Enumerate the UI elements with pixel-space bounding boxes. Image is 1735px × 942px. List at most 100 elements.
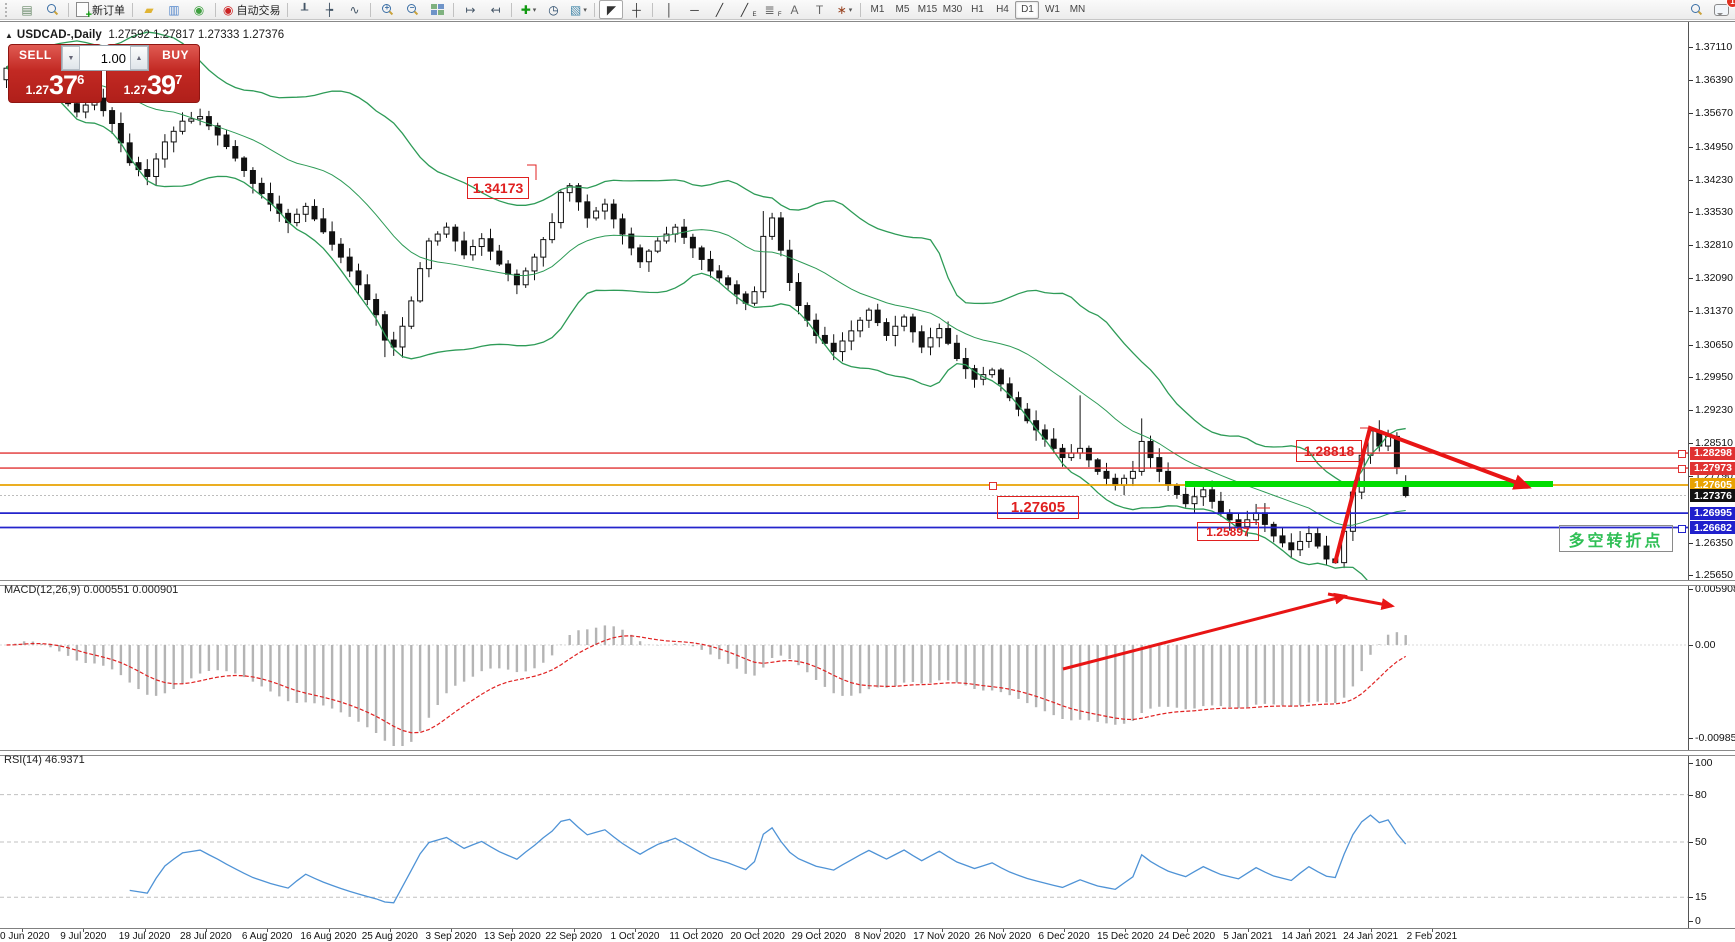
timeframe-w1-button[interactable]: W1	[1044, 4, 1060, 15]
volume-decrease-button[interactable]: ▼	[62, 46, 80, 70]
arrows-icon[interactable]: ∗ ▾	[832, 0, 856, 19]
textlabel-icon[interactable]: T	[807, 0, 831, 19]
preview-icon[interactable]	[40, 0, 64, 19]
chart-window[interactable]: ▲ USDCAD-,Daily 1.27592 1.27817 1.27333 1…	[0, 21, 1735, 942]
date-label: 25 Aug 2020	[361, 931, 418, 942]
timeframe-m5-button[interactable]: M5	[895, 4, 910, 15]
timeframe-mn-button[interactable]: MN	[1069, 4, 1086, 15]
date-label: 24 Jan 2021	[1343, 931, 1399, 942]
autoscroll-icon[interactable]: ↦	[458, 0, 482, 19]
trendline-icon[interactable]: ╱	[707, 0, 731, 19]
line-selection-handle[interactable]	[989, 481, 997, 490]
toolbar-grip[interactable]	[5, 2, 11, 17]
price-tick-1.32810: 1.32810	[1695, 239, 1733, 252]
new-order-icon[interactable]: 新订单	[73, 0, 128, 21]
sell-price: 1.27376	[25, 70, 85, 100]
chat-icon[interactable]: 1	[1709, 0, 1735, 19]
text-icon[interactable]: A	[782, 0, 806, 19]
timeframe-m15-button[interactable]: M15	[917, 4, 938, 15]
pane-divider-rsi[interactable]	[0, 750, 1735, 756]
templates-icon[interactable]: ▧ ▾	[566, 0, 590, 19]
dropdown-caret-icon[interactable]: ▾	[583, 6, 587, 14]
volume-input[interactable]	[80, 46, 130, 70]
price-label-1-34173[interactable]: 1.34173	[467, 177, 529, 199]
macd-pane[interactable]	[0, 584, 1688, 750]
zoom-in-icon[interactable]: +	[375, 0, 399, 19]
rsi-tick-80: 80	[1695, 788, 1707, 801]
line-selection-handle[interactable]	[1678, 450, 1686, 459]
macd-trend-arrow-1	[1062, 592, 1348, 671]
price-tick-1.31370: 1.31370	[1695, 305, 1733, 318]
search-icon[interactable]	[1684, 0, 1708, 19]
line-chart-icon[interactable]: ∿	[342, 0, 366, 19]
channel-icon[interactable]: ╱ E	[740, 2, 757, 19]
chart-shift-icon: ↤	[490, 2, 501, 17]
timeframe-m30-button[interactable]: M30	[942, 4, 963, 15]
zoom-out-icon[interactable]: −	[400, 0, 424, 19]
sell-button[interactable]: SELL 1.27376	[8, 44, 102, 103]
dropdown-caret-icon[interactable]: ▾	[848, 6, 853, 14]
price-axis[interactable]: 1.37110 1.36390 1.35670 1.34950 1.34230 1.335…	[1688, 22, 1735, 942]
timeframe-d1-button[interactable]: D1	[1015, 0, 1040, 19]
price-tick-1.29230: 1.29230	[1695, 404, 1733, 417]
date-label: 13 Sep 2020	[484, 931, 541, 942]
metaeditor-icon[interactable]: ▥	[162, 0, 186, 19]
rsi-pane[interactable]	[0, 754, 1688, 928]
bar-chart-icon[interactable]: ┸	[292, 0, 316, 19]
line-selection-handle[interactable]	[1678, 524, 1686, 533]
fibo-icon: ≣	[764, 2, 775, 17]
timeframe-h4-button[interactable]: H4	[996, 4, 1009, 15]
date-label: 3 Sep 2020	[425, 931, 477, 942]
volume-increase-button[interactable]: ▲	[130, 46, 148, 70]
fibo-icon[interactable]: ≣ F	[764, 2, 782, 19]
candlestick-icon[interactable]: ┾	[317, 0, 341, 19]
add-indicator-icon: ✚	[520, 2, 531, 17]
hline-icon[interactable]: ─	[682, 0, 706, 19]
autotrading-icon[interactable]: ◉ 自动交易	[220, 0, 283, 19]
bollinger-upper	[5, 31, 1406, 484]
price-label-1-25897[interactable]: 1.25897	[1197, 522, 1259, 541]
highlighter-icon[interactable]: ▰	[137, 0, 161, 19]
price-label-1-27605[interactable]: 1.27605	[997, 496, 1079, 519]
line-selection-handle[interactable]	[1678, 465, 1686, 474]
periods-clock-icon[interactable]: ◷	[541, 0, 565, 19]
cursor-icon: ◤	[606, 2, 617, 17]
collapse-arrow-icon[interactable]: ▲	[5, 31, 13, 40]
date-label: 22 Sep 2020	[545, 931, 603, 942]
highlighter-icon: ▰	[144, 2, 154, 17]
main-chart-pane[interactable]	[0, 22, 1688, 580]
macd-signal-line	[6, 635, 1407, 734]
time-axis[interactable]: 30 Jun 2020 9 Jul 2020 19 Jul 2020 28 Jul 2…	[0, 928, 1735, 942]
add-indicator-icon[interactable]: ✚ ▾	[516, 0, 540, 19]
tile-windows-icon[interactable]	[425, 0, 449, 19]
timeframe-h1-button[interactable]: H1	[971, 4, 984, 15]
price-label-1-28818[interactable]: 1.28818	[1296, 440, 1362, 462]
price-tick-1.33530: 1.33530	[1695, 205, 1733, 218]
preview-icon	[46, 3, 59, 16]
turning-point-text-box[interactable]: 多空转折点	[1559, 525, 1673, 552]
price-tick-1.36390: 1.36390	[1695, 74, 1733, 87]
toolbar-separator	[594, 2, 596, 17]
text-icon: A	[790, 2, 799, 17]
dropdown-caret-icon[interactable]: ▾	[532, 6, 537, 14]
macd-histogram	[14, 625, 1407, 746]
chart-list-icon: ▤	[21, 2, 33, 17]
macd-tick-0.00: 0.00	[1695, 639, 1716, 651]
chart-list-icon[interactable]: ▤	[15, 0, 39, 19]
metaeditor-icon: ▥	[168, 2, 180, 17]
cursor-icon[interactable]: ◤	[599, 0, 624, 19]
vline-icon[interactable]: │	[657, 0, 681, 19]
pane-divider-macd[interactable]	[0, 580, 1735, 586]
buy-button[interactable]: BUY 1.27397	[106, 44, 200, 103]
price-badge-1.26995: 1.26995	[1690, 506, 1735, 520]
new-order-icon	[76, 2, 92, 21]
arrows-icon: ∗	[836, 2, 847, 17]
search-icon	[1690, 3, 1703, 16]
crosshair-icon[interactable]: ┼	[624, 0, 648, 19]
signals-icon[interactable]: ◉	[187, 0, 211, 19]
chart-shift-icon[interactable]: ↤	[483, 0, 507, 19]
notification-badge: 1	[1726, 0, 1735, 8]
chart-title: ▲ USDCAD-,Daily 1.27592 1.27817 1.27333 1…	[5, 29, 284, 41]
timeframe-m1-button[interactable]: M1	[870, 4, 885, 15]
